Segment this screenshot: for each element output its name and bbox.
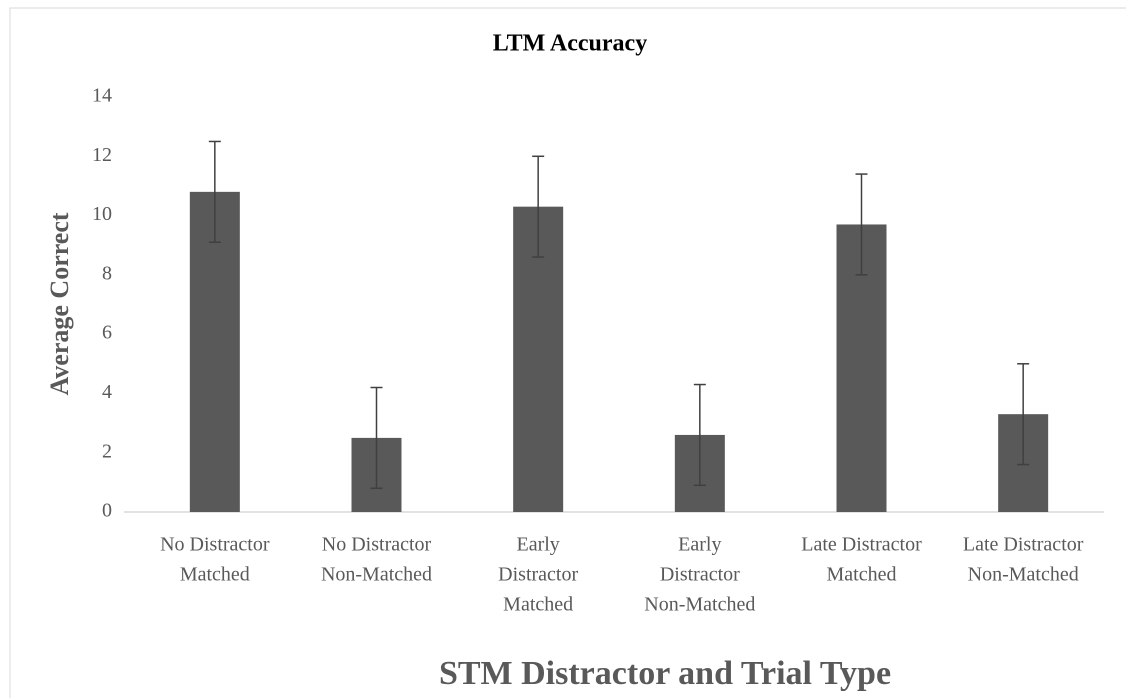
y-axis-label: Average Correct (45, 212, 74, 395)
x-tick-label: Late Distractor (801, 534, 922, 556)
y-tick-label: 14 (92, 85, 112, 107)
y-tick-label: 6 (102, 322, 112, 344)
x-tick-label: Matched (180, 564, 250, 586)
y-tick-label: 12 (92, 144, 112, 166)
x-tick-label: No Distractor (160, 534, 270, 556)
x-tick-label: Early (678, 534, 721, 556)
chart-border (9, 7, 1126, 698)
x-tick-label: No Distractor (322, 534, 432, 556)
y-tick-label: 10 (92, 203, 112, 225)
x-tick-label: Distractor (498, 564, 578, 586)
y-tick-label: 0 (102, 500, 112, 522)
x-tick-label: Matched (503, 594, 573, 616)
y-tick-label: 2 (102, 440, 112, 462)
x-tick-label: Early (517, 534, 560, 556)
chart-title: LTM Accuracy (493, 31, 647, 57)
y-tick-label: 4 (102, 381, 112, 403)
x-tick-label: Late Distractor (963, 534, 1084, 556)
x-tick-label: Distractor (660, 564, 740, 586)
x-tick-label: Non-Matched (644, 594, 755, 616)
x-tick-label: Matched (827, 564, 897, 586)
x-tick-label: Non-Matched (321, 564, 432, 586)
bar (189, 191, 240, 512)
y-tick-label: 8 (102, 262, 112, 284)
x-axis-label: STM Distractor and Trial Type (439, 655, 891, 692)
x-tick-label: Non-Matched (968, 564, 1079, 586)
